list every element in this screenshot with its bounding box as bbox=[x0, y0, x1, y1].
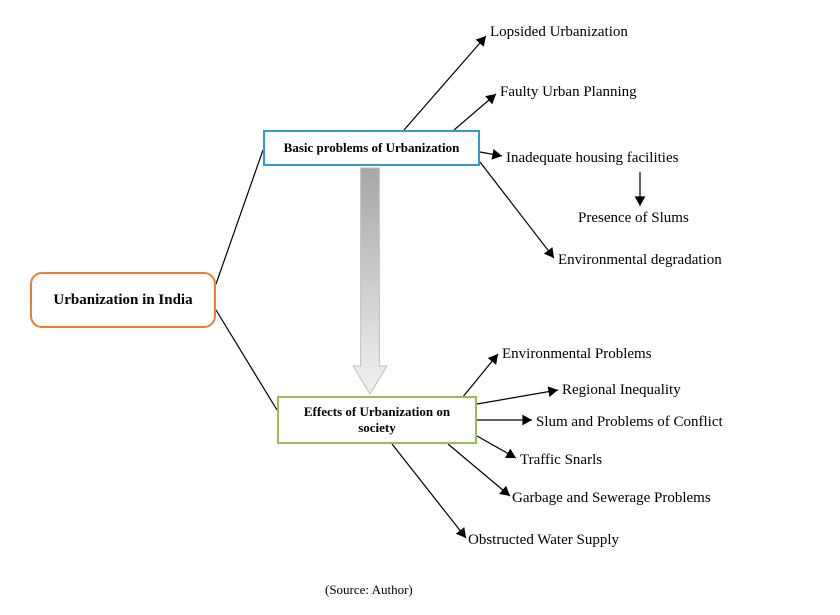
leaf-faulty-urban-planning: Faulty Urban Planning bbox=[500, 84, 637, 101]
root-node-urbanization-in-india: Urbanization in India bbox=[30, 272, 216, 328]
leaf-obstructed-water: Obstructed Water Supply bbox=[468, 532, 619, 549]
leaf-environmental-problems: Environmental Problems bbox=[502, 346, 652, 363]
diagram-canvas: { "diagram": { "type": "flowchart", "bac… bbox=[0, 0, 840, 615]
leaf-environmental-degradation: Environmental degradation bbox=[558, 252, 722, 269]
leaf-garbage-sewerage: Garbage and Sewerage Problems bbox=[512, 490, 711, 507]
leaf-traffic-snarls: Traffic Snarls bbox=[520, 452, 602, 469]
node-basic-problems: Basic problems of Urbanization bbox=[263, 130, 480, 166]
leaf-regional-inequality: Regional Inequality bbox=[562, 382, 681, 399]
leaf-lopsided-urbanization: Lopsided Urbanization bbox=[490, 24, 628, 41]
leaf-slum-conflict: Slum and Problems of Conflict bbox=[536, 414, 723, 431]
node-effects-on-society: Effects of Urbanization on society bbox=[277, 396, 477, 444]
leaf-presence-of-slums: Presence of Slums bbox=[578, 210, 689, 227]
leaf-inadequate-housing: Inadequate housing facilities bbox=[506, 150, 678, 167]
source-attribution: (Source: Author) bbox=[325, 582, 413, 598]
